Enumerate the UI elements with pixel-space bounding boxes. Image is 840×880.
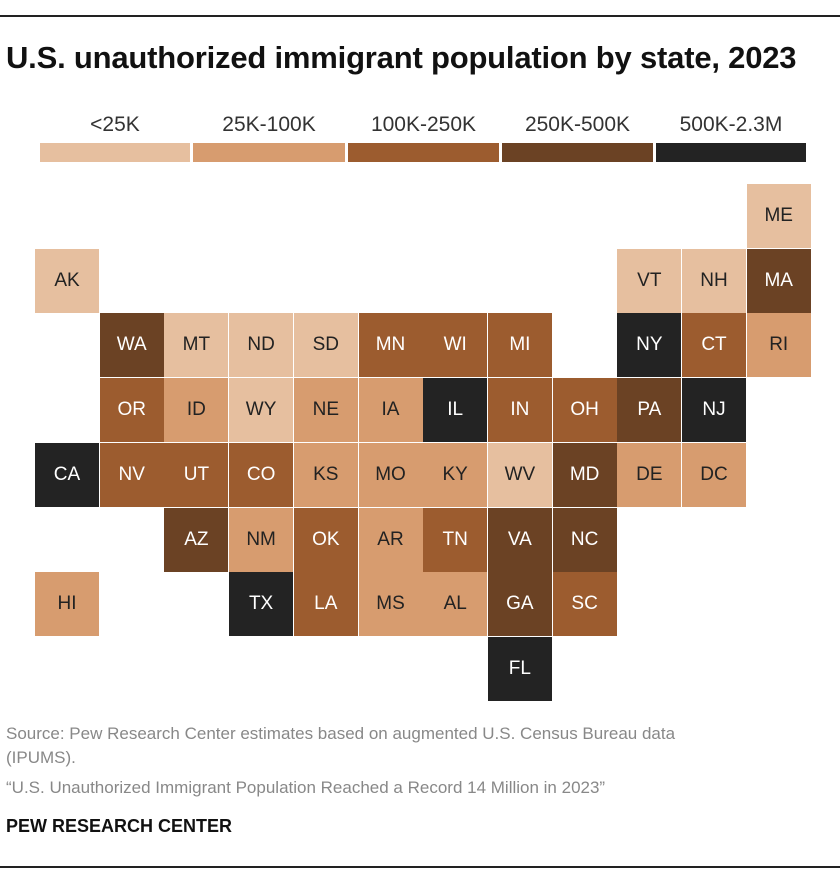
legend-swatch-tier-4 [656,143,806,162]
state-tile-wv: WV [487,442,552,507]
state-tile-sc: SC [552,572,617,637]
legend-swatch-tier-3 [502,143,653,162]
top-rule [0,15,840,17]
state-tile-al: AL [423,572,488,637]
state-tile-or: OR [99,378,164,443]
state-tile-ut: UT [164,442,229,507]
state-tile-ne: NE [293,378,358,443]
state-tile-fl: FL [487,636,552,701]
source-note-line-2: (IPUMS). [6,748,76,767]
state-tile-mi: MI [487,313,552,378]
state-tile-in: IN [487,378,552,443]
legend-label-tier-2: 100K-250K [370,113,477,136]
state-tile-va: VA [487,507,552,572]
report-title-note: “U.S. Unauthorized Immigrant Population … [6,778,606,797]
state-tile-ak: AK [35,248,99,313]
state-tile-vt: VT [617,248,682,313]
state-tile-nm: NM [229,507,294,572]
state-tile-nj: NJ [682,378,746,443]
state-tile-ct: CT [682,313,746,378]
state-tile-dc: DC [682,442,746,507]
state-tile-tx: TX [229,572,294,637]
pew-research-center-logo: PEW RESEARCH CENTER [6,816,233,836]
legend-label-tier-3: 250K-500K [524,113,631,136]
state-tile-ca: CA [35,442,99,507]
state-tile-mn: MN [358,313,423,378]
state-tile-nd: ND [229,313,294,378]
state-tile-ma: MA [746,248,811,313]
state-tile-pa: PA [617,378,682,443]
state-tile-hi: HI [35,572,99,637]
state-tile-de: DE [617,442,682,507]
state-tile-ok: OK [293,507,358,572]
legend-swatch-tier-1 [193,143,345,162]
state-tile-ga: GA [487,572,552,637]
bottom-rule [0,866,840,868]
state-tile-co: CO [229,442,294,507]
legend-swatch-tier-2 [348,143,499,162]
state-tile-sd: SD [293,313,358,378]
state-tile-ri: RI [746,313,811,378]
state-tile-ny: NY [617,313,682,378]
state-tile-ky: KY [423,442,488,507]
state-tile-il: IL [423,378,488,443]
state-tile-la: LA [293,572,358,637]
state-tile-ar: AR [358,507,423,572]
legend-label-tier-0: <25K [90,113,140,136]
state-tile-ms: MS [358,572,423,637]
state-tile-mo: MO [358,442,423,507]
state-tile-mt: MT [164,313,229,378]
state-tile-wy: WY [229,378,294,443]
state-tile-nc: NC [552,507,617,572]
source-note-line-1: Source: Pew Research Center estimates ba… [6,724,676,743]
state-tile-oh: OH [552,378,617,443]
state-tile-nh: NH [682,248,746,313]
legend-label-tier-4: 500K-2.3M [679,113,783,136]
legend-swatch-tier-0 [40,143,190,162]
state-tile-md: MD [552,442,617,507]
state-tile-wa: WA [99,313,164,378]
state-tile-wi: WI [423,313,488,378]
state-tile-tn: TN [423,507,488,572]
state-tile-me: ME [746,184,811,248]
state-tile-az: AZ [164,507,229,572]
state-tile-ia: IA [358,378,423,443]
state-tile-ks: KS [293,442,358,507]
state-tile-id: ID [164,378,229,443]
state-tile-nv: NV [99,442,164,507]
legend-label-tier-1: 25K-100K [222,113,316,136]
chart-title: U.S. unauthorized immigrant population b… [6,40,797,75]
